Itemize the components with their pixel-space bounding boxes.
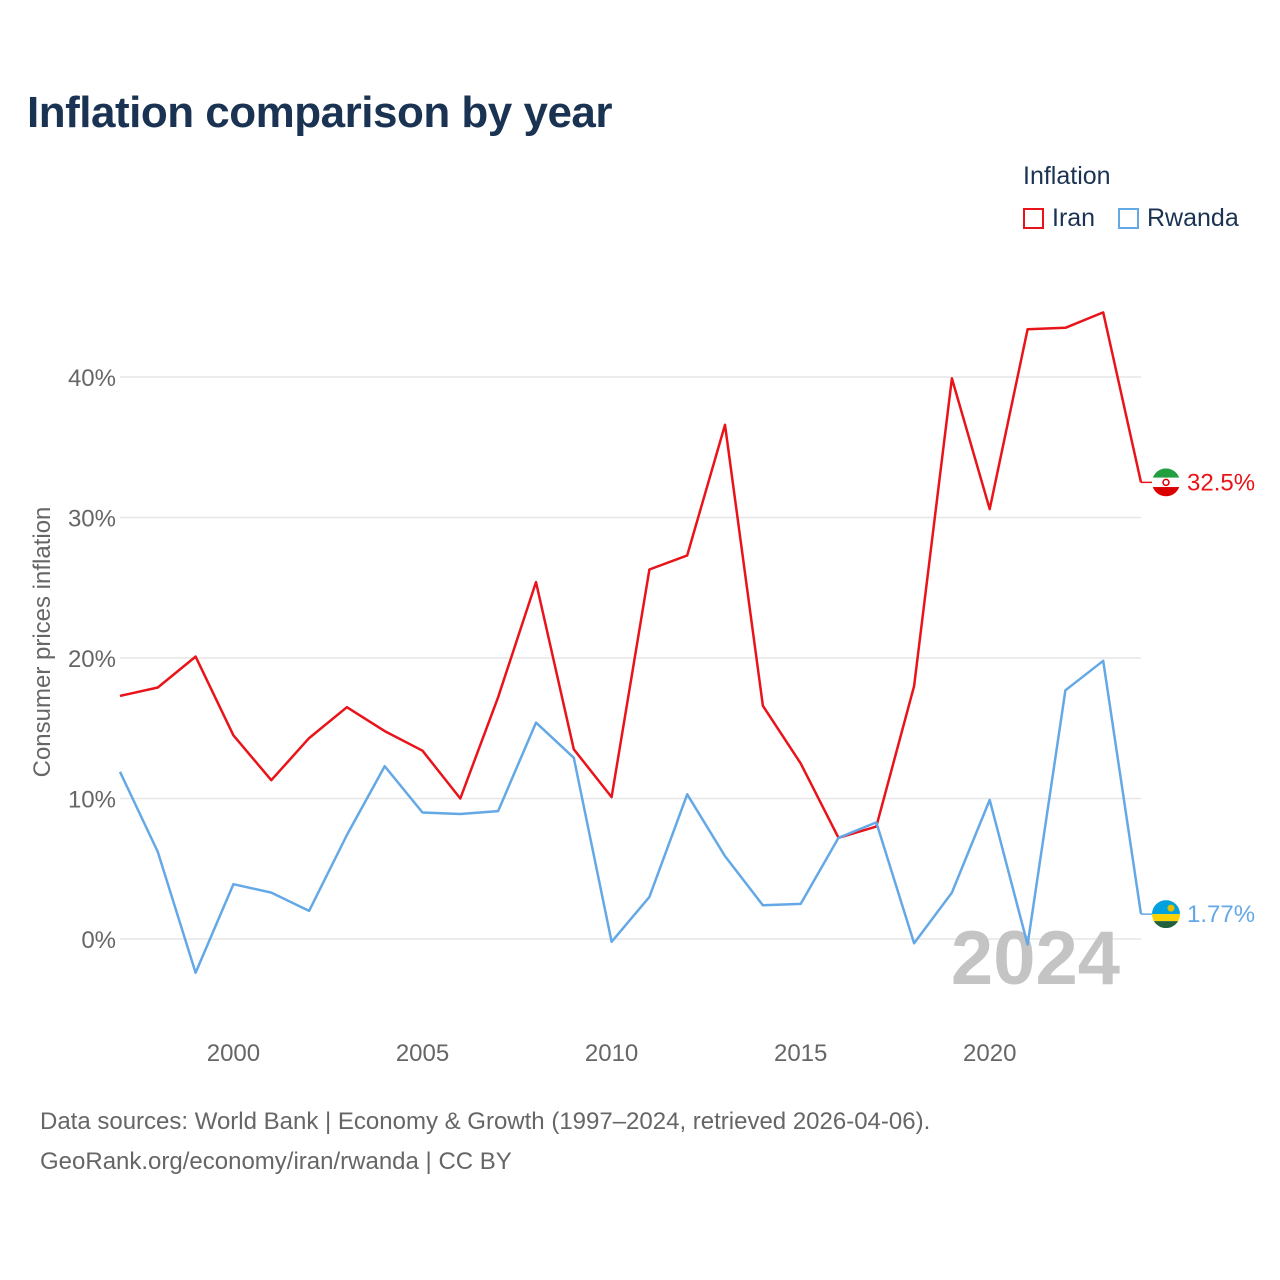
legend-swatch-rwanda [1118, 208, 1139, 229]
legend-label-rwanda: Rwanda [1147, 204, 1239, 232]
legend-title: Inflation [1023, 162, 1111, 190]
series-line-rwanda[interactable] [118, 659, 1143, 974]
end-label-iran: 32.5% [1187, 469, 1255, 496]
legend-label-iran: Iran [1052, 204, 1096, 232]
grid-lines [120, 376, 1141, 940]
legend-swatch-iran [1023, 208, 1044, 229]
y-tick-label: 10% [68, 787, 116, 814]
year-watermark: 2024 [951, 916, 1120, 1001]
legend-item-iran[interactable]: Iran [1023, 204, 1095, 233]
x-tick-label: 2005 [396, 1040, 449, 1067]
legend-item-rwanda[interactable]: Rwanda [1118, 204, 1239, 233]
y-tick-label: 0% [81, 927, 116, 954]
chart-title: Inflation comparison by year [27, 88, 613, 137]
y-tick-label: 40% [68, 365, 116, 392]
source-text: Data sources: World Bank | Economy & Gro… [40, 1108, 931, 1135]
source-link[interactable]: GeoRank.org/economy/iran/rwanda | CC BY [40, 1148, 512, 1175]
line-chart: 2024 0% 10% 20% 30% 40% 2000 2005 2010 2015 2020… [29, 311, 1255, 1067]
series-line-iran[interactable] [119, 311, 1143, 840]
flag-icon-iran [1152, 468, 1180, 497]
y-tick-label: 30% [68, 506, 116, 533]
y-axis-ticks: 0% 10% 20% 30% 40% [68, 365, 116, 954]
flag-icon-rwanda [1152, 900, 1180, 929]
series-lines [118, 311, 1143, 974]
y-tick-label: 20% [68, 646, 116, 673]
y-axis-label: Consumer prices inflation [29, 507, 56, 778]
x-tick-label: 2010 [585, 1040, 638, 1067]
end-label-rwanda: 1.77% [1187, 901, 1255, 928]
x-tick-label: 2020 [963, 1040, 1016, 1067]
x-tick-label: 2015 [774, 1040, 827, 1067]
end-labels: 32.5% 1.77% [1141, 468, 1255, 929]
x-axis-ticks: 2000 2005 2010 2015 2020 [207, 1040, 1017, 1067]
x-tick-label: 2000 [207, 1040, 260, 1067]
